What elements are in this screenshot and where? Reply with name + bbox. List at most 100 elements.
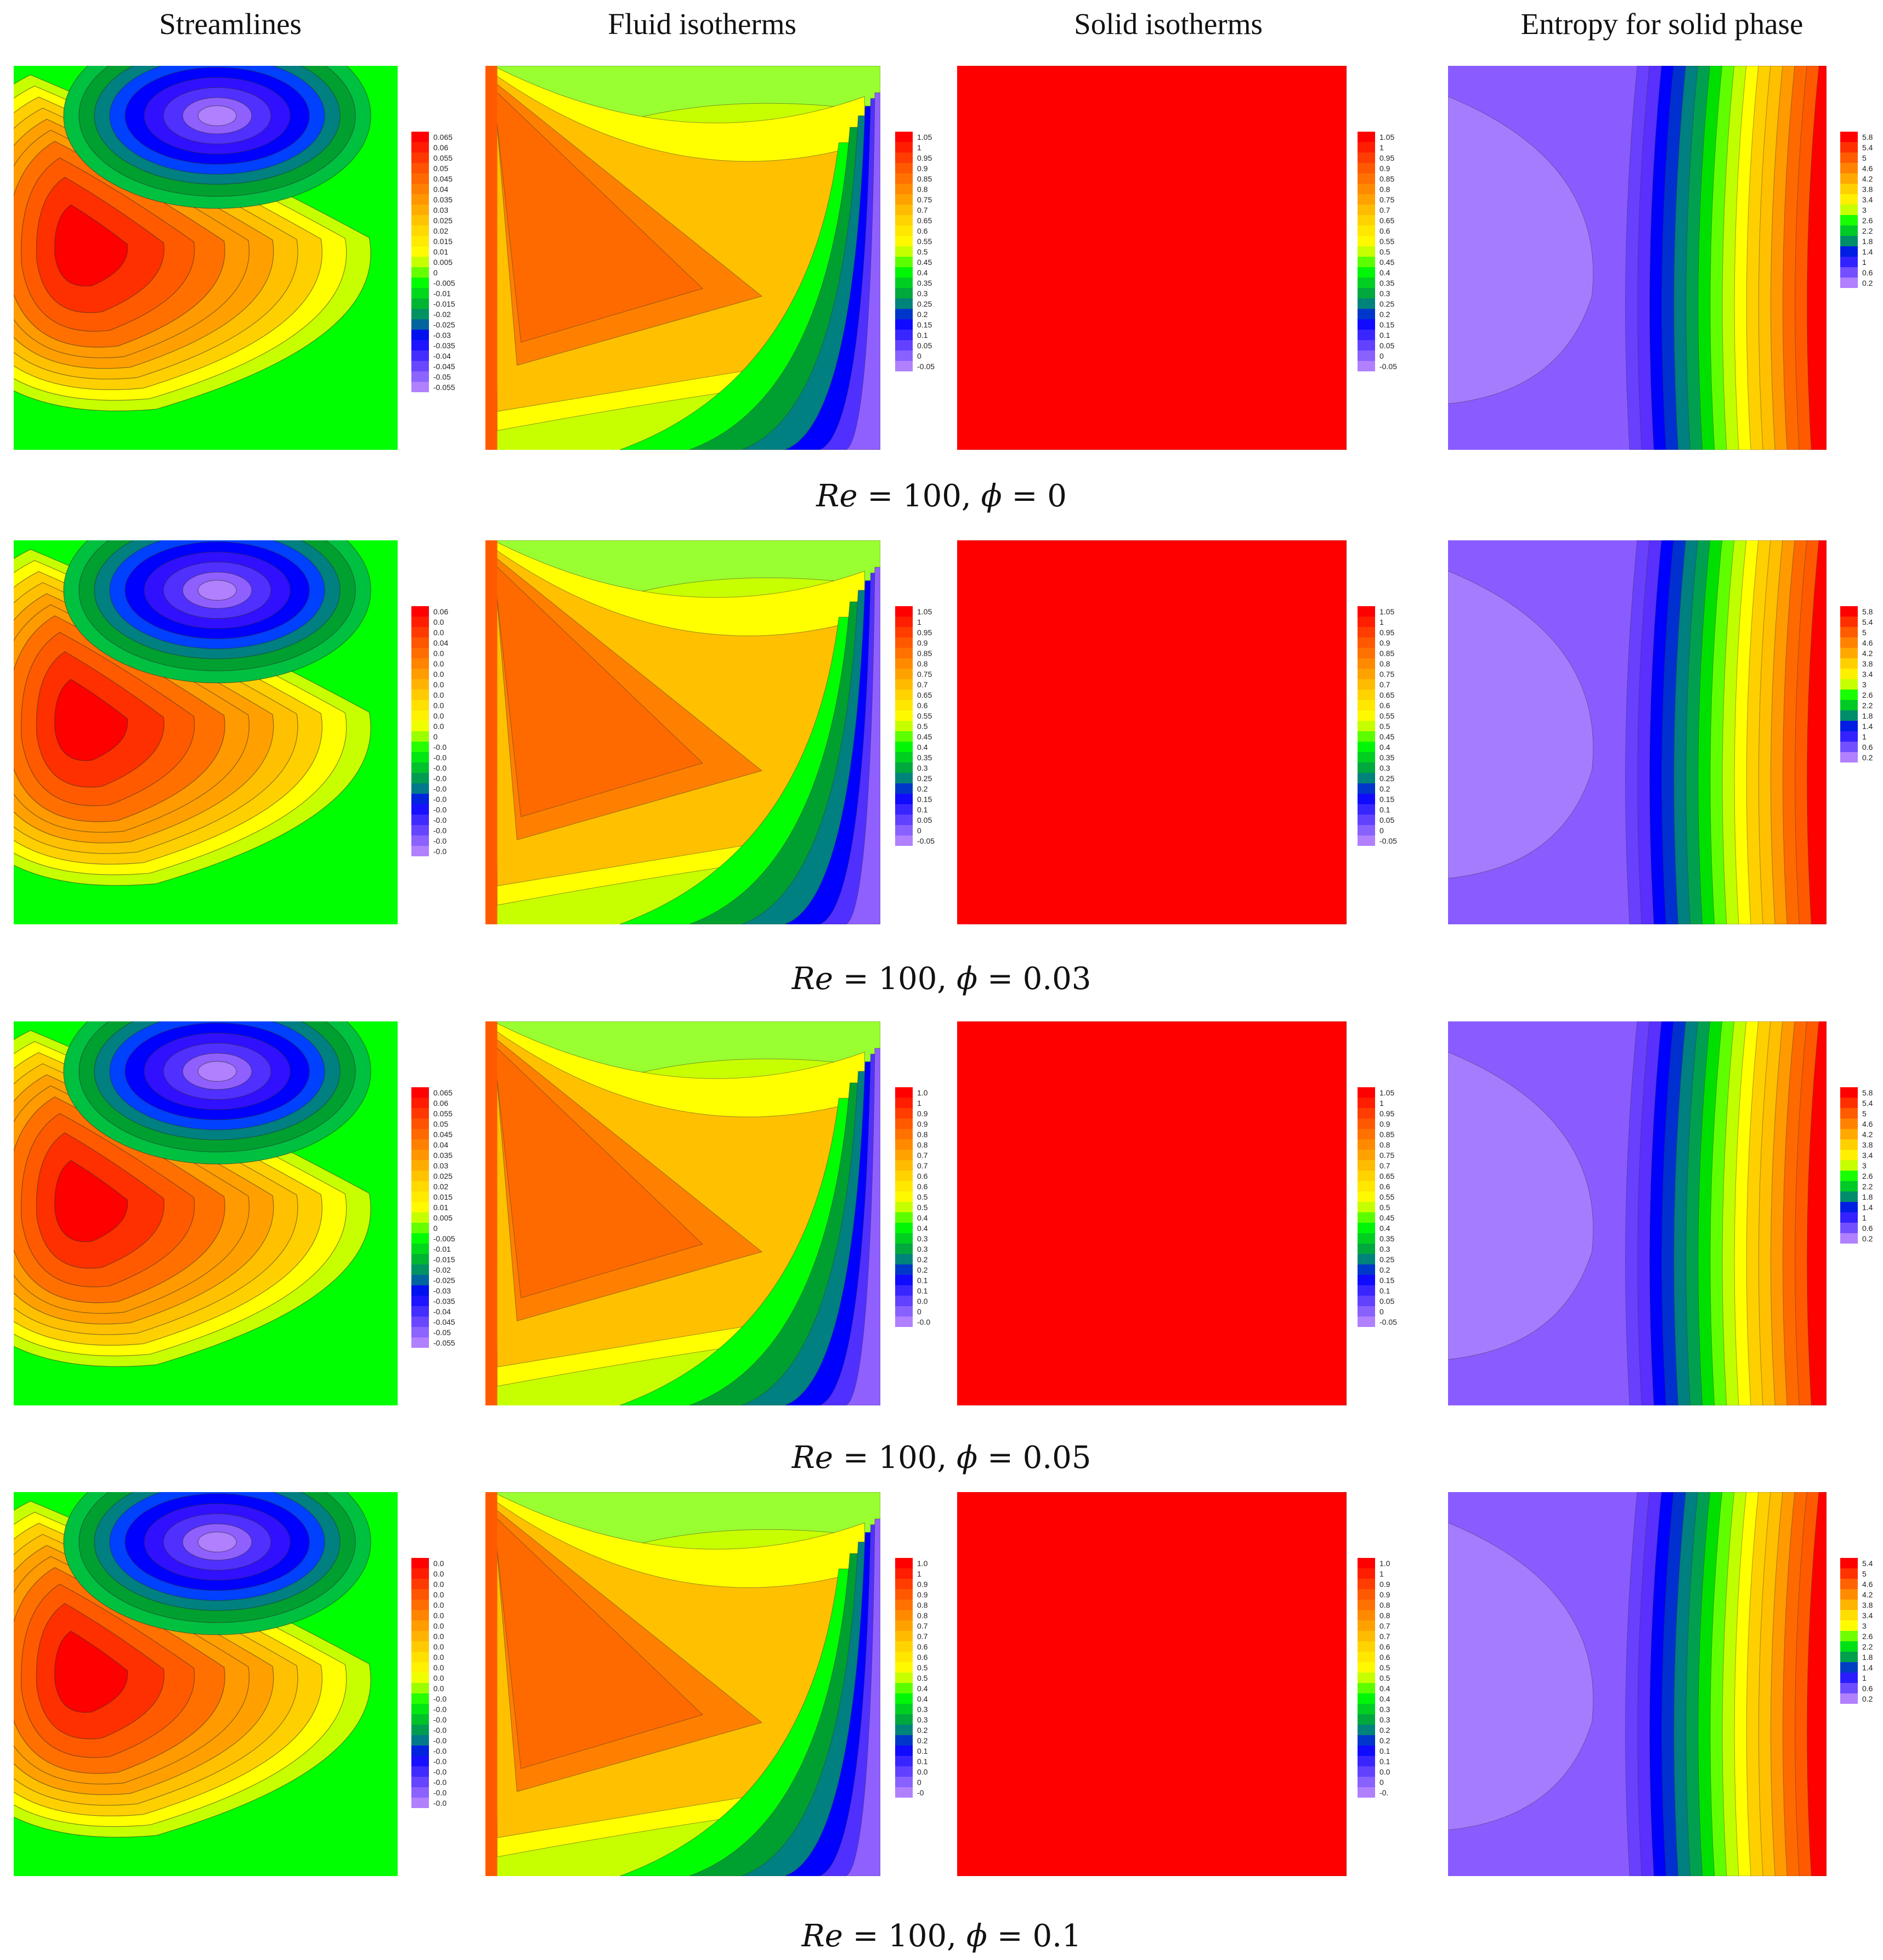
legend-tick-label: 1.05 [1379, 607, 1395, 616]
legend-swatch [1358, 835, 1375, 846]
streamlines-color-legend: 0.0 0.0 0.0 0.0 0.0 0.0 0.0 0.0 0.0 0.0 0.0 0.0 0.0-… [411, 1558, 472, 1808]
legend-tick-label: 0.015 [433, 237, 453, 246]
legend-swatch [411, 288, 429, 298]
caption-value: = 0.1 [987, 1918, 1082, 1954]
legend-tick-label: -0.05 [1379, 362, 1397, 371]
legend-tick-label: 0.0 [433, 1590, 444, 1599]
legend-swatch [1840, 658, 1858, 669]
fluid-contour [493, 1043, 703, 1298]
legend-swatch [1358, 1119, 1375, 1129]
solid-contour-panel [957, 1021, 1347, 1405]
legend-tick-label: 0.45 [1379, 258, 1395, 267]
legend-swatch [1358, 1191, 1375, 1202]
legend-swatch [1840, 1191, 1858, 1202]
legend-tick-label: 0.2 [1379, 1726, 1390, 1735]
legend-swatch [895, 1139, 913, 1150]
legend-tick-label: 0.0 [433, 691, 444, 699]
legend-tick-label: 3 [1862, 206, 1867, 214]
legend-tick-label: 0.85 [1379, 1130, 1395, 1139]
legend-swatch [1358, 1662, 1375, 1673]
legend-color-bar [411, 1087, 429, 1348]
legend-tick-label: 0.2 [1862, 753, 1873, 762]
legend-tick-label: 3.8 [1862, 659, 1873, 668]
streamlines-color-legend: 0.065 0.06 0.055 0.05 0.045 0.04 0.035 0.03 0.02… [411, 1087, 472, 1348]
legend-swatch [411, 846, 429, 856]
legend-tick-label: 0.0 [433, 1653, 444, 1662]
legend-tick-label: 3.4 [1862, 670, 1873, 679]
legend-tick-label: 3 [1862, 1161, 1867, 1170]
legend-swatch [411, 1191, 429, 1202]
legend-tick-label: 0.2 [1862, 1234, 1873, 1243]
fluid-color-legend: 1.05 1 0.95 0.9 0.85 0.8 0.75 0.7 0.65 0.6 0.55 0.5… [895, 132, 955, 371]
legend-swatch [411, 1756, 429, 1766]
legend-swatch [1840, 1631, 1858, 1641]
legend-swatch [895, 1777, 913, 1787]
legend-tick-label: -0.0 [433, 816, 447, 824]
legend-swatch [1358, 1652, 1375, 1662]
caption-equals: = 100, [842, 1918, 966, 1954]
legend-swatch [1358, 142, 1375, 152]
legend-swatch [895, 1631, 913, 1641]
legend-tick-label: 0.2 [917, 1266, 928, 1274]
legend-tick-label: 0.9 [917, 1109, 928, 1118]
legend-swatch [1840, 1641, 1858, 1652]
legend-swatch [895, 1317, 913, 1327]
legend-tick-label: 0.5 [917, 247, 928, 256]
fluid-contour [485, 540, 497, 924]
legend-tick-label: 0.1 [917, 805, 928, 814]
legend-tick-label: 0.03 [433, 1161, 449, 1170]
legend-swatch [1358, 731, 1375, 742]
legend-tick-label: -0.0 [433, 764, 447, 772]
legend-tick-label: 0.0 [917, 1297, 928, 1306]
legend-swatch [895, 669, 913, 679]
legend-tick-label: 0.8 [917, 1140, 928, 1149]
legend-swatch [411, 627, 429, 637]
legend-swatch [1840, 1202, 1858, 1212]
legend-tick-label: 0.4 [917, 1213, 928, 1222]
legend-tick-label: 3 [1862, 1622, 1867, 1630]
legend-tick-label: 1 [1379, 1569, 1384, 1578]
legend-swatch [1358, 804, 1375, 815]
legend-tick-label: 0.0 [433, 1569, 444, 1578]
legend-tick-label: 0 [433, 1224, 438, 1233]
legend-tick-label: 0.45 [917, 732, 932, 741]
legend-tick-label: 0.3 [917, 1245, 928, 1253]
caption-equals: = 100, [857, 478, 981, 514]
legend-tick-label: 0.8 [1379, 185, 1390, 194]
legend-swatch [411, 1641, 429, 1652]
legend-swatch [895, 1202, 913, 1212]
fluid-contour-plot [485, 66, 880, 450]
legend-swatch [411, 721, 429, 731]
legend-swatch [411, 330, 429, 340]
legend-swatch [1358, 152, 1375, 163]
legend-swatch [411, 1244, 429, 1254]
legend-tick-label: 1.05 [1379, 1088, 1395, 1097]
solid-color-legend: 1.05 1 0.95 0.9 0.85 0.8 0.75 0.7 0.65 0.6 0.55 0.5… [1358, 1087, 1418, 1327]
legend-swatch [895, 1306, 913, 1317]
legend-swatch [895, 267, 913, 278]
legend-swatch [411, 1589, 429, 1600]
legend-tick-label: 0.04 [433, 639, 449, 647]
entropy-contour [1448, 1522, 1594, 1831]
legend-swatch [1358, 1725, 1375, 1735]
legend-tick-label: 0.8 [1379, 1140, 1390, 1149]
legend-tick-label: -0.0 [433, 1767, 447, 1776]
legend-swatch [895, 752, 913, 762]
legend-tick-label: 0.75 [1379, 670, 1395, 679]
legend-tick-label: -0.0 [433, 1757, 447, 1766]
legend-tick-label: -0.0 [433, 837, 447, 845]
fluid-contour [845, 1518, 880, 1876]
header-fluid-isotherms: Fluid isotherms [608, 7, 796, 41]
entropy-contour-panel [1448, 540, 1827, 924]
legend-tick-label: 0.055 [433, 154, 453, 162]
legend-tick-label: 0.0 [433, 1632, 444, 1641]
legend-swatch [1358, 752, 1375, 762]
legend-tick-label: -0.01 [433, 289, 451, 298]
legend-swatch [411, 690, 429, 700]
streamline-contour-negative [197, 1532, 237, 1552]
legend-swatch [1840, 236, 1858, 246]
legend-tick-label: 0.25 [1379, 300, 1395, 308]
legend-swatch [1840, 1171, 1858, 1181]
legend-tick-label: 1 [1379, 1099, 1384, 1108]
legend-swatch [411, 794, 429, 804]
